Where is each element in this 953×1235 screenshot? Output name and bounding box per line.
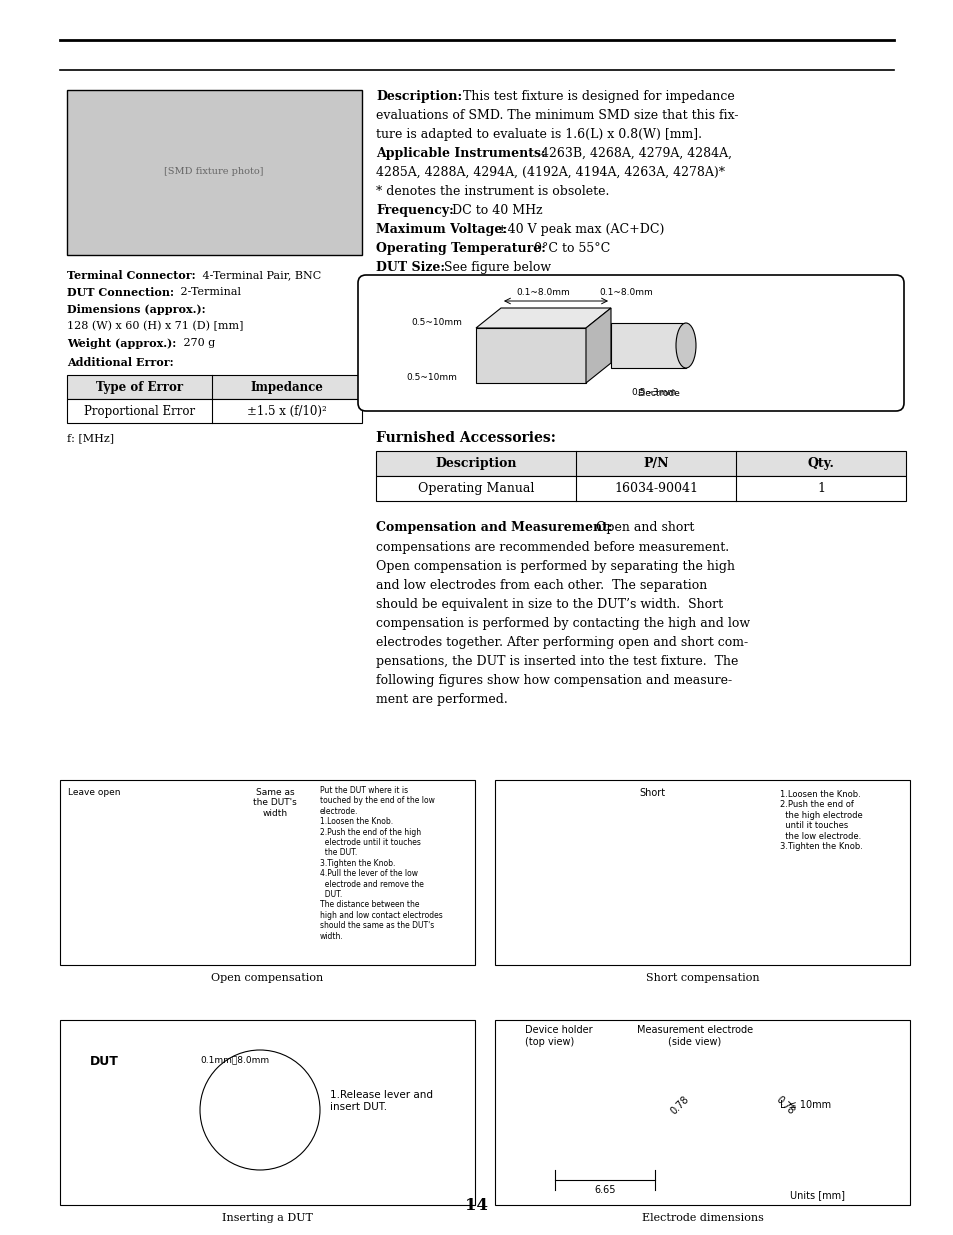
Text: Dimensions (approx.):: Dimensions (approx.):: [67, 304, 206, 315]
Text: 0.5~10mm: 0.5~10mm: [411, 317, 461, 327]
Text: compensations are recommended before measurement.: compensations are recommended before mea…: [375, 541, 728, 555]
Text: Measurement electrode
(side view): Measurement electrode (side view): [637, 1025, 752, 1046]
Text: Impedance: Impedance: [251, 380, 323, 394]
Text: 270 g: 270 g: [180, 338, 215, 348]
Text: DUT Size:: DUT Size:: [375, 261, 444, 274]
Text: Maximum Voltage:: Maximum Voltage:: [375, 224, 506, 236]
Bar: [375, 451, 905, 475]
Text: ±1.5 x (f/10)²: ±1.5 x (f/10)²: [247, 405, 327, 417]
Text: 2-Terminal: 2-Terminal: [177, 287, 241, 296]
Text: 4285A, 4288A, 4294A, (4192A, 4194A, 4263A, 4278A)*: 4285A, 4288A, 4294A, (4192A, 4194A, 4263…: [375, 165, 724, 179]
Text: 14: 14: [465, 1197, 488, 1214]
Text: evaluations of SMD. The minimum SMD size that this fix-: evaluations of SMD. The minimum SMD size…: [375, 109, 738, 122]
Text: 0.5~3mm: 0.5~3mm: [630, 388, 676, 396]
Text: Device holder
(top view): Device holder (top view): [524, 1025, 592, 1046]
Text: See figure below: See figure below: [439, 261, 551, 274]
Text: DUT Connection:: DUT Connection:: [67, 287, 173, 298]
Text: Furnished Accessories:: Furnished Accessories:: [375, 431, 556, 445]
Text: Compensation and Measurement:: Compensation and Measurement:: [375, 521, 612, 534]
Text: 6.65: 6.65: [594, 1186, 615, 1195]
Text: following figures show how compensation and measure-: following figures show how compensation …: [375, 674, 731, 687]
Text: Operating Manual: Operating Manual: [417, 482, 534, 495]
Text: [SMD fixture photo]: [SMD fixture photo]: [164, 168, 263, 177]
Text: 0.78: 0.78: [773, 1094, 796, 1116]
Text: Applicable Instruments:: Applicable Instruments:: [375, 147, 545, 161]
Text: Additional Error:: Additional Error:: [67, 357, 173, 368]
Text: and low electrodes from each other.  The separation: and low electrodes from each other. The …: [375, 579, 706, 592]
Text: Weight (approx.):: Weight (approx.):: [67, 338, 176, 350]
Text: 1: 1: [816, 482, 824, 495]
Text: DUT: DUT: [90, 1055, 119, 1068]
Text: This test fixture is designed for impedance: This test fixture is designed for impeda…: [458, 90, 734, 103]
Text: electrodes together. After performing open and short com-: electrodes together. After performing op…: [375, 636, 747, 650]
Text: Qty.: Qty.: [807, 457, 834, 471]
Text: 0.5~10mm: 0.5~10mm: [406, 373, 456, 382]
Text: Type of Error: Type of Error: [96, 380, 183, 394]
Text: ±40 V peak max (AC+DC): ±40 V peak max (AC+DC): [493, 224, 663, 236]
Text: 0°C to 55°C: 0°C to 55°C: [530, 242, 610, 254]
Polygon shape: [476, 308, 610, 329]
Text: 0.1~8.0mm: 0.1~8.0mm: [598, 288, 652, 296]
Bar: [495, 781, 909, 965]
Bar: [495, 1020, 909, 1205]
Text: Terminal Connector:: Terminal Connector:: [67, 270, 195, 282]
Text: 1.Release lever and
insert DUT.: 1.Release lever and insert DUT.: [330, 1091, 433, 1112]
Text: 0.1mm～8.0mm: 0.1mm～8.0mm: [200, 1055, 270, 1065]
Text: Leave open: Leave open: [68, 788, 120, 797]
Text: f: [MHz]: f: [MHz]: [67, 433, 114, 443]
Text: should be equivalent in size to the DUT’s width.  Short: should be equivalent in size to the DUT’…: [375, 598, 722, 611]
Text: P/N: P/N: [642, 457, 668, 471]
FancyBboxPatch shape: [357, 275, 903, 411]
Bar: [67, 399, 361, 424]
Text: Inserting a DUT: Inserting a DUT: [222, 1213, 313, 1223]
Text: Description: Description: [435, 457, 517, 471]
Text: 0.1~8.0mm: 0.1~8.0mm: [516, 288, 569, 296]
Text: Description:: Description:: [375, 90, 461, 103]
Text: Short compensation: Short compensation: [645, 973, 759, 983]
Text: Electrode: Electrode: [637, 389, 679, 398]
Text: Put the DUT where it is
touched by the end of the low
electrode.
1.Loosen the Kn: Put the DUT where it is touched by the e…: [319, 785, 442, 941]
Text: 1.Loosen the Knob.
2.Push the end of
  the high electrode
  until it touches
  t: 1.Loosen the Knob. 2.Push the end of the…: [780, 790, 862, 851]
Text: 128 (W) x 60 (H) x 71 (D) [mm]: 128 (W) x 60 (H) x 71 (D) [mm]: [67, 321, 243, 331]
Text: 4263B, 4268A, 4279A, 4284A,: 4263B, 4268A, 4279A, 4284A,: [537, 147, 731, 161]
Ellipse shape: [676, 324, 696, 368]
Text: Same as
the DUT's
width: Same as the DUT's width: [253, 788, 296, 818]
Text: Frequency:: Frequency:: [375, 204, 454, 217]
Text: 16034-90041: 16034-90041: [614, 482, 698, 495]
Text: Open compensation: Open compensation: [212, 973, 323, 983]
Text: Short: Short: [639, 788, 665, 798]
Text: ture is adapted to evaluate is 1.6(L) x 0.8(W) [mm].: ture is adapted to evaluate is 1.6(L) x …: [375, 128, 701, 141]
Polygon shape: [476, 329, 585, 383]
Text: ment are performed.: ment are performed.: [375, 693, 507, 706]
Text: pensations, the DUT is inserted into the test fixture.  The: pensations, the DUT is inserted into the…: [375, 655, 738, 668]
Text: Units [mm]: Units [mm]: [789, 1191, 844, 1200]
Bar: [60, 1020, 475, 1205]
Polygon shape: [585, 308, 610, 383]
Text: 0.78: 0.78: [668, 1094, 690, 1116]
Text: Operating Temperature:: Operating Temperature:: [375, 242, 545, 254]
Text: Electrode dimensions: Electrode dimensions: [640, 1213, 762, 1223]
Text: L ≤ 10mm: L ≤ 10mm: [780, 1100, 830, 1110]
Text: Open compensation is performed by separating the high: Open compensation is performed by separa…: [375, 559, 734, 573]
Bar: [375, 475, 905, 501]
Text: compensation is performed by contacting the high and low: compensation is performed by contacting …: [375, 618, 749, 630]
Bar: [610, 324, 685, 368]
Text: Proportional Error: Proportional Error: [84, 405, 194, 417]
Bar: [67, 375, 361, 399]
Text: * denotes the instrument is obsolete.: * denotes the instrument is obsolete.: [375, 185, 609, 198]
Bar: [60, 781, 475, 965]
Text: 4-Terminal Pair, BNC: 4-Terminal Pair, BNC: [199, 270, 321, 280]
Text: DC to 40 MHz: DC to 40 MHz: [448, 204, 542, 217]
Bar: [67, 90, 361, 254]
Text: Open and short: Open and short: [592, 521, 694, 534]
